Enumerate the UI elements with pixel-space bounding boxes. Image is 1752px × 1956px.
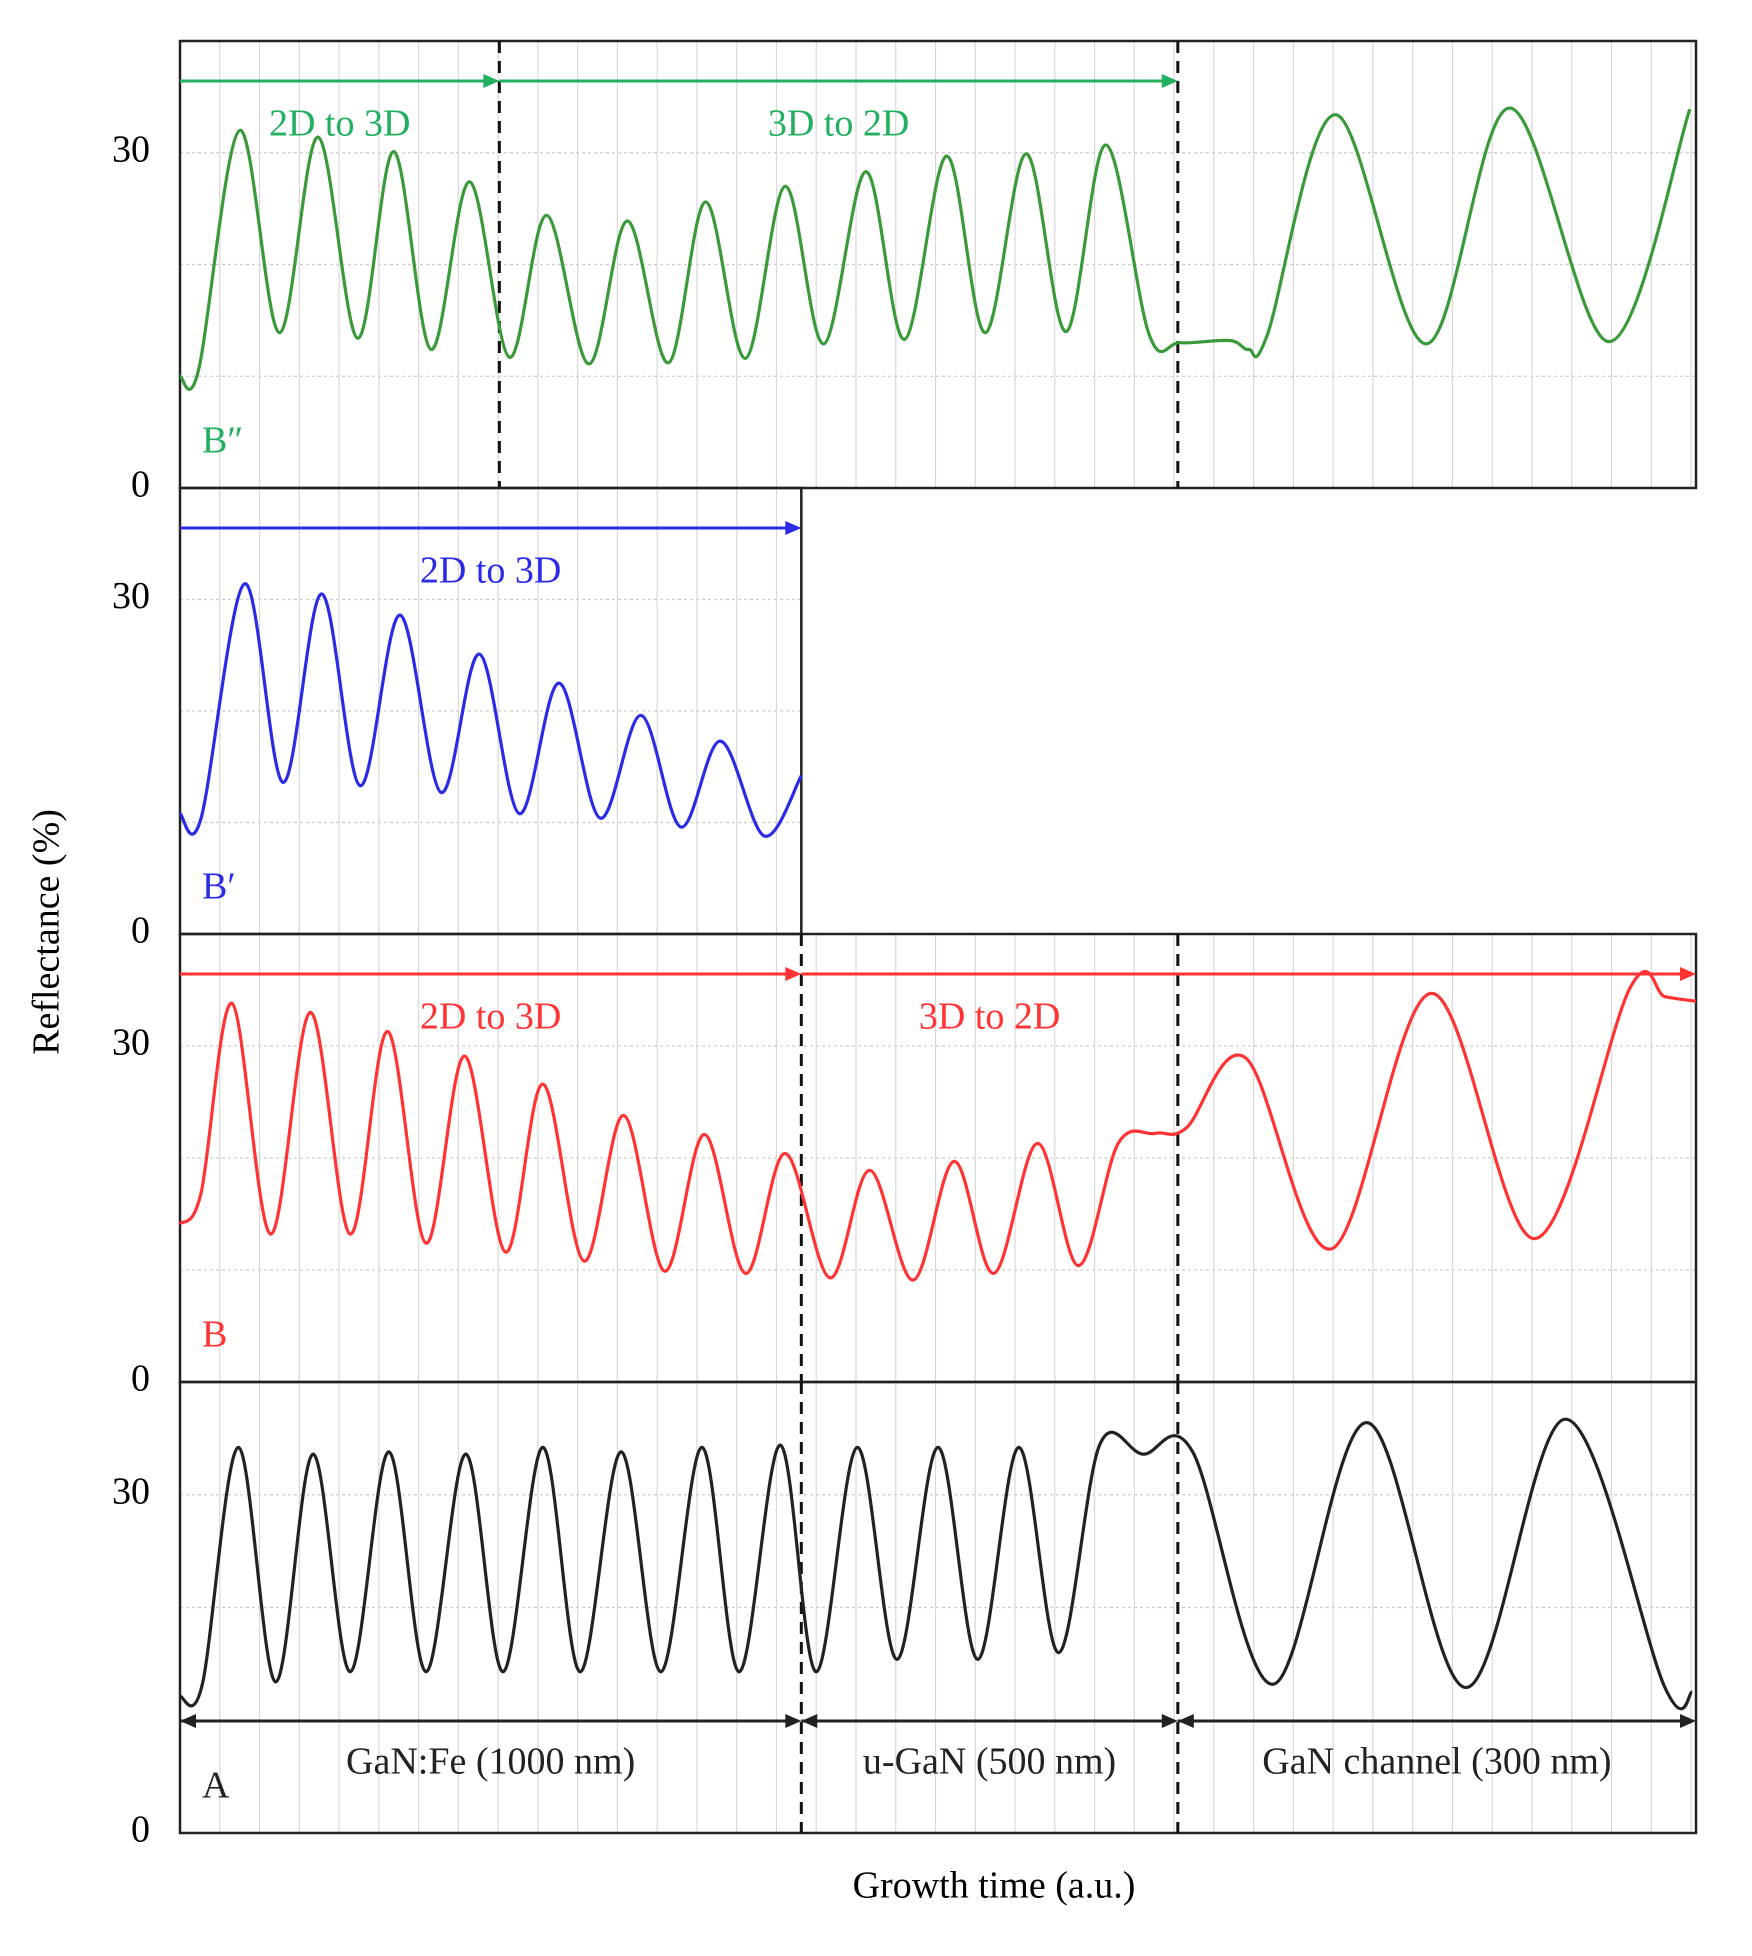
annotation: GaN:Fe (1000 nm) bbox=[346, 1741, 635, 1783]
x-axis-title: Growth time (a.u.) bbox=[853, 1865, 1136, 1907]
annotation: 2D to 3D bbox=[420, 996, 561, 1038]
series-line bbox=[178, 582, 803, 838]
y-tick-label: 30 bbox=[112, 1470, 150, 1512]
arrow-head bbox=[483, 74, 500, 88]
arrow-head bbox=[1161, 1714, 1178, 1728]
y-tick-label: 30 bbox=[112, 128, 150, 170]
series-line bbox=[178, 970, 1697, 1282]
arrow-head bbox=[785, 967, 802, 981]
y-tick-label: 30 bbox=[112, 575, 150, 617]
y-tick-label: 0 bbox=[131, 1809, 150, 1851]
arrow-head bbox=[1177, 1714, 1194, 1728]
y-axis-title: Reflectance (%) bbox=[26, 809, 68, 1055]
arrow-head bbox=[1161, 74, 1178, 88]
y-tick-label: 30 bbox=[112, 1022, 150, 1064]
arrow-head bbox=[801, 1714, 818, 1728]
series-line bbox=[178, 106, 1692, 391]
arrow-head bbox=[1680, 1714, 1696, 1728]
annotation: 3D to 2D bbox=[768, 103, 909, 145]
arrow-head bbox=[1680, 967, 1696, 981]
panel-frame bbox=[178, 1380, 1698, 1835]
annotation: 2D to 3D bbox=[269, 103, 410, 145]
y-tick-label: 0 bbox=[131, 464, 150, 506]
panel-label: B″ bbox=[202, 420, 243, 462]
y-tick-label: 0 bbox=[131, 1358, 150, 1400]
y-tick-label: 0 bbox=[131, 910, 150, 952]
panel-frame bbox=[178, 39, 1698, 490]
arrow-head bbox=[785, 1714, 802, 1728]
series-line bbox=[178, 1417, 1694, 1711]
panel-label: A bbox=[202, 1765, 230, 1807]
arrow-head bbox=[785, 521, 802, 535]
panel-label: B′ bbox=[202, 866, 236, 908]
annotation: GaN channel (300 nm) bbox=[1262, 1741, 1611, 1783]
arrow-head bbox=[180, 1714, 196, 1728]
panel-label: B bbox=[202, 1314, 227, 1356]
annotation: u-GaN (500 nm) bbox=[863, 1741, 1116, 1783]
annotation: 2D to 3D bbox=[420, 550, 561, 592]
annotation: 3D to 2D bbox=[919, 996, 1060, 1038]
